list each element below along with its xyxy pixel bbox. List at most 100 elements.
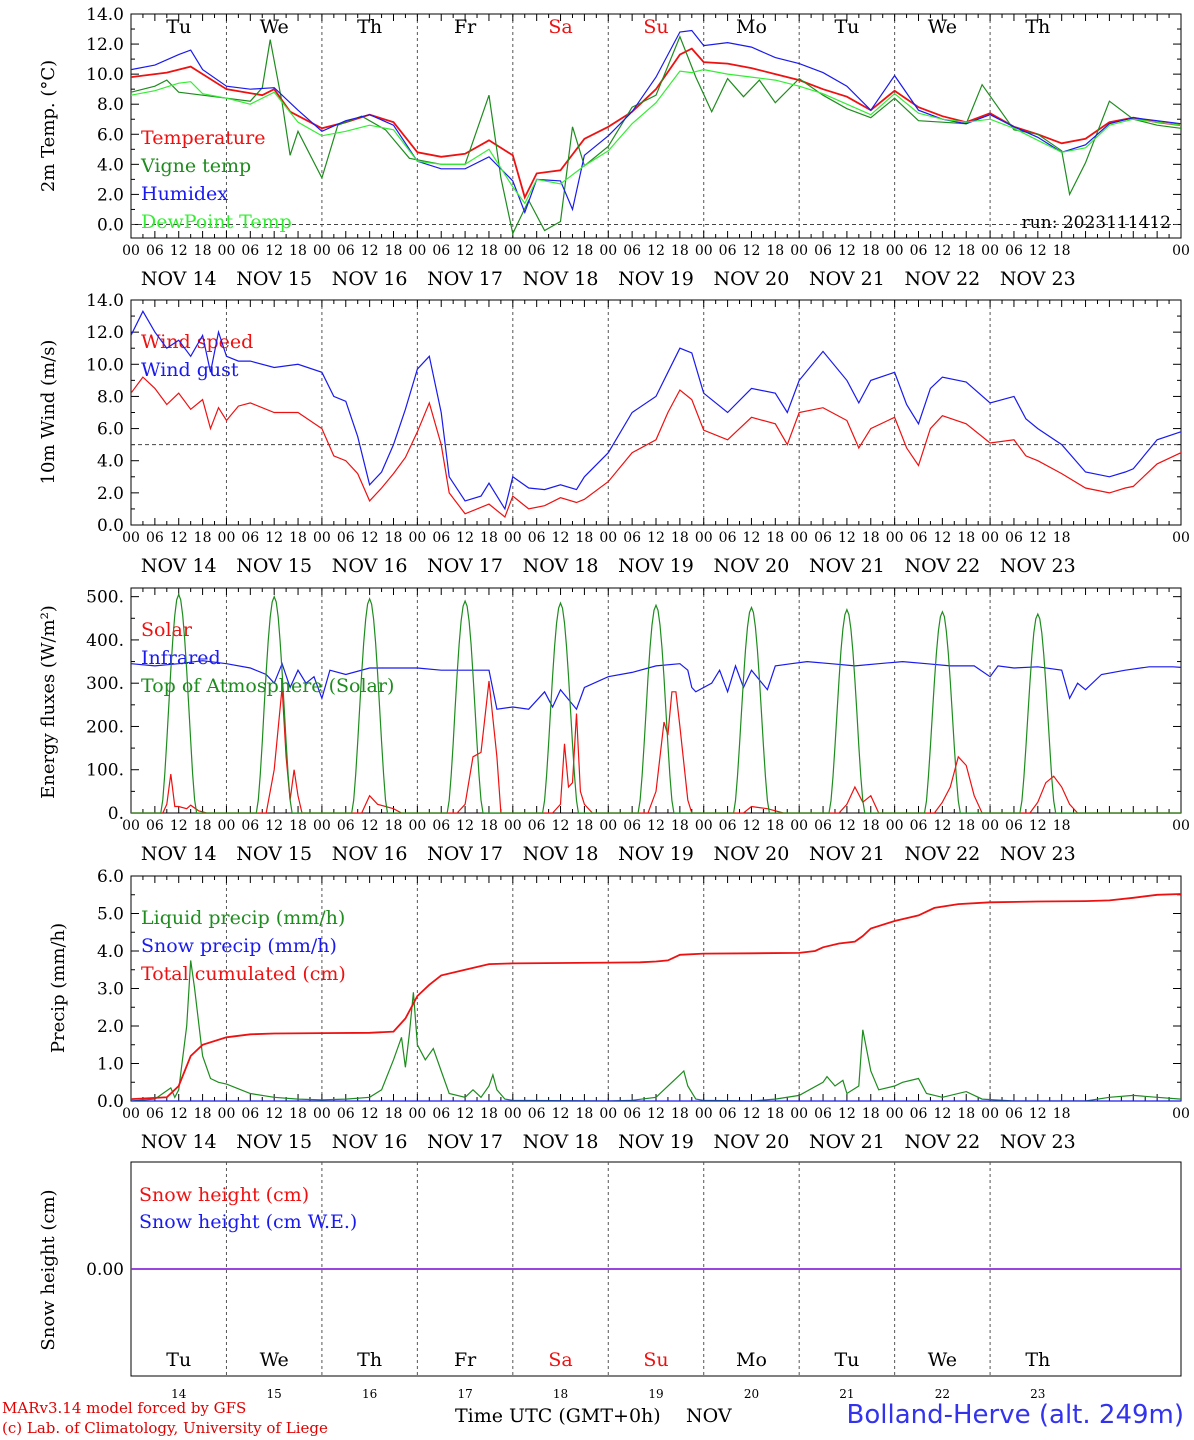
date-label: NOV 19 — [618, 555, 694, 577]
hour-tick-label: 00 — [504, 243, 522, 259]
date-label: NOV 20 — [714, 1131, 790, 1153]
y-tick-label: 0.0 — [97, 1092, 124, 1112]
hour-tick-label: 12 — [647, 243, 665, 259]
hour-tick-label: 00 — [122, 243, 140, 259]
hour-tick-label: 12 — [361, 243, 379, 259]
hour-tick-label: 18 — [862, 243, 880, 259]
legend-label: Snow height (cm W.E.) — [139, 1211, 357, 1233]
hour-tick-label: 06 — [432, 530, 450, 546]
hour-tick-label: 00 — [886, 530, 904, 546]
hour-tick-label: 12 — [456, 243, 474, 259]
hour-tick-label: 06 — [1005, 1106, 1023, 1122]
y-tick-label: 14.0 — [86, 291, 124, 311]
plot-frame — [130, 13, 1182, 239]
hour-tick-label: 12 — [170, 1106, 188, 1122]
hour-tick-label: 12 — [647, 1106, 665, 1122]
hour-tick-label: 18 — [766, 1106, 784, 1122]
hour-tick-label: 18 — [957, 530, 975, 546]
hour-tick-label: 00 — [981, 243, 999, 259]
day-number-label: 22 — [935, 1387, 950, 1401]
legend-label: DewPoint Temp — [141, 211, 292, 233]
lab-credit: (c) Lab. of Climatology, University of L… — [2, 1419, 328, 1437]
y-tick-label: 5.0 — [97, 905, 124, 925]
hour-tick-label: 06 — [910, 243, 928, 259]
hour-tick-label: 12 — [265, 243, 283, 259]
hour-tick-label: 00 — [1172, 1106, 1190, 1122]
hour-tick-label: 00 — [790, 530, 808, 546]
hour-tick-label: 12 — [361, 1106, 379, 1122]
hour-tick-label: 18 — [194, 243, 212, 259]
y-tick-label: 6.0 — [97, 420, 124, 440]
hour-tick-label: 00 — [599, 530, 617, 546]
hour-tick-label: 18 — [1053, 530, 1071, 546]
hour-tick-label: 18 — [194, 530, 212, 546]
date-label: NOV 17 — [427, 843, 503, 865]
hour-tick-label: 18 — [194, 1106, 212, 1122]
hour-tick-label: 18 — [957, 243, 975, 259]
hour-tick-label: 06 — [146, 1106, 164, 1122]
hour-tick-label: 00 — [790, 1106, 808, 1122]
station-title: Bolland-Herve (alt. 249m) — [846, 1400, 1185, 1430]
hour-tick-label: 12 — [456, 1106, 474, 1122]
hour-tick-label: 00 — [1172, 530, 1190, 546]
hour-tick-label: 06 — [241, 1106, 259, 1122]
date-label: NOV 19 — [618, 268, 694, 290]
hour-tick-label: 00 — [504, 1106, 522, 1122]
hour-tick-label: 12 — [361, 818, 379, 834]
hour-tick-label: 12 — [265, 1106, 283, 1122]
hour-tick-label: 00 — [886, 818, 904, 834]
date-label: NOV 17 — [427, 268, 503, 290]
weekday-label: Tu — [834, 1349, 859, 1371]
day-number-label: 17 — [457, 1387, 472, 1401]
weekday-label: Su — [643, 1349, 668, 1371]
hour-tick-label: 00 — [408, 530, 426, 546]
hour-tick-label: 18 — [385, 243, 403, 259]
y-tick-label: 6.0 — [97, 867, 124, 887]
y-tick-label: 0.0 — [97, 215, 124, 235]
hour-tick-label: 18 — [671, 243, 689, 259]
weekday-label: We — [928, 1349, 957, 1371]
hour-tick-label: 00 — [981, 1106, 999, 1122]
hour-tick-label: 06 — [814, 530, 832, 546]
hour-tick-label: 18 — [862, 1106, 880, 1122]
hour-tick-label: 06 — [528, 243, 546, 259]
hour-tick-label: 06 — [1005, 530, 1023, 546]
hour-tick-label: 18 — [194, 818, 212, 834]
hour-tick-label: 00 — [981, 530, 999, 546]
hour-tick-label: 06 — [814, 1106, 832, 1122]
weekday-label: Mo — [736, 16, 767, 38]
hour-tick-label: 06 — [146, 530, 164, 546]
day-number-label: 20 — [744, 1387, 759, 1401]
date-label: NOV 23 — [1000, 268, 1076, 290]
hour-tick-label: 12 — [170, 818, 188, 834]
weekday-label: Tu — [166, 1349, 191, 1371]
hour-tick-label: 18 — [480, 1106, 498, 1122]
y-axis-label: 10m Wind (m/s) — [38, 340, 59, 485]
y-axis-label: 2m Temp. (°C) — [38, 60, 59, 192]
hour-tick-label: 00 — [218, 243, 236, 259]
hour-tick-label: 06 — [719, 818, 737, 834]
y-tick-label: 12.0 — [86, 35, 124, 55]
hour-tick-label: 06 — [719, 530, 737, 546]
hour-tick-label: 00 — [886, 243, 904, 259]
hour-tick-label: 00 — [886, 1106, 904, 1122]
date-label: NOV 23 — [1000, 1131, 1076, 1153]
y-tick-label: 1.0 — [97, 1055, 124, 1075]
date-label: NOV 22 — [904, 555, 980, 577]
hour-tick-label: 12 — [933, 1106, 951, 1122]
hour-tick-label: 00 — [599, 1106, 617, 1122]
date-label: NOV 15 — [236, 555, 312, 577]
day-number-label: 15 — [267, 1387, 282, 1401]
hour-tick-label: 18 — [1053, 243, 1071, 259]
hour-tick-label: 18 — [862, 818, 880, 834]
weekday-label: Th — [357, 16, 382, 38]
hour-tick-label: 18 — [575, 530, 593, 546]
chart-panel-4: 0.0 1.0 2.0 3.0 4.0 5.0 6.0 Precip (mm/h) Liquid… — [48, 867, 1190, 1153]
weekday-label: Mo — [736, 1349, 767, 1371]
legend-label: Top of Atmosphere (Solar) — [141, 675, 394, 697]
legend-label: Snow height (cm) — [139, 1184, 309, 1206]
series-line-3 — [131, 29, 1181, 215]
date-label: NOV 16 — [332, 268, 408, 290]
hour-tick-label: 18 — [289, 243, 307, 259]
hour-tick-label: 06 — [623, 530, 641, 546]
